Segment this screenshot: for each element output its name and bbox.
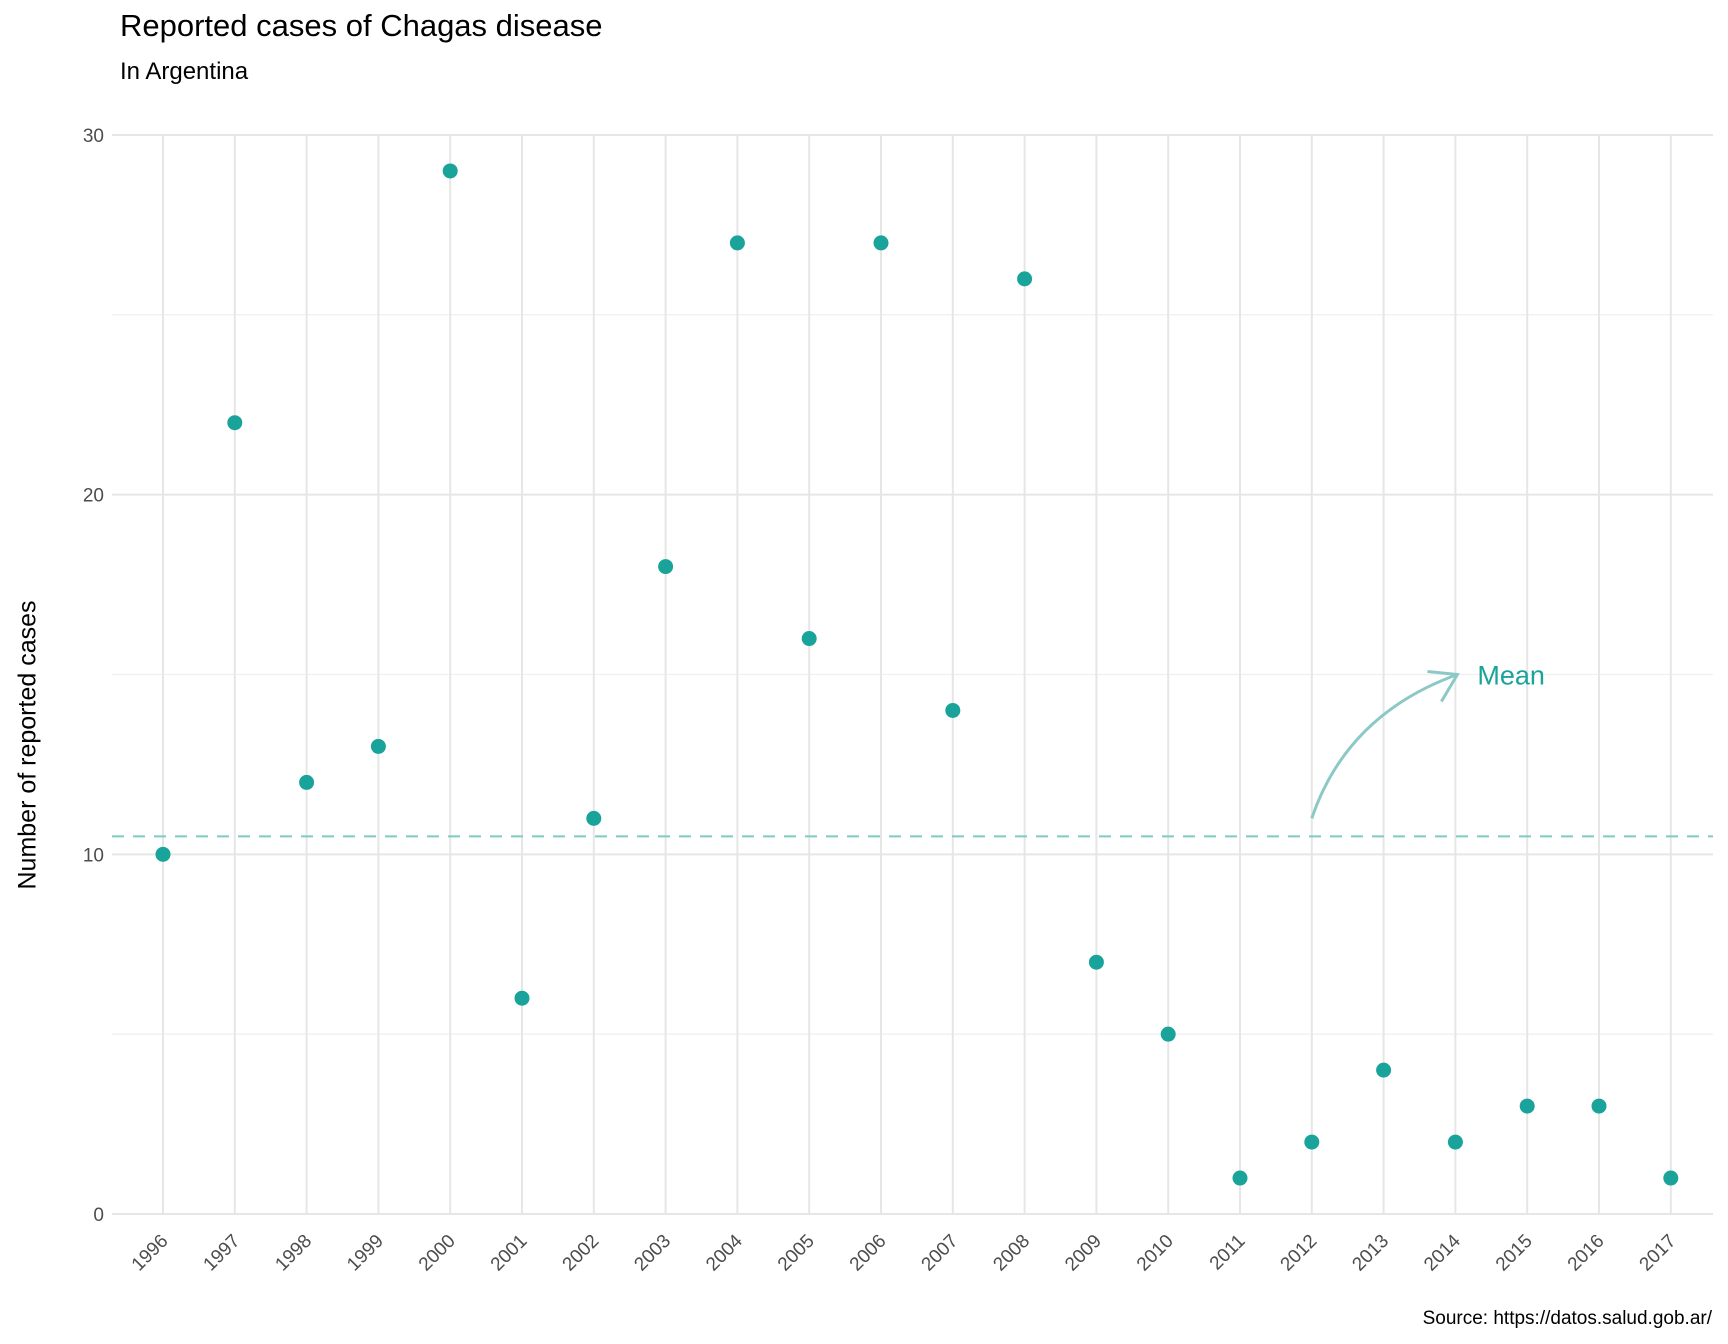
data-point-2015 <box>1519 1098 1535 1114</box>
y-tick-label: 30 <box>83 126 104 147</box>
data-point-1997 <box>227 415 243 431</box>
data-point-2012 <box>1304 1134 1320 1150</box>
x-tick-label: 2000 <box>415 1231 460 1276</box>
grid-major <box>112 134 1713 1215</box>
data-point-2017 <box>1663 1170 1679 1186</box>
y-tick-label: 10 <box>83 845 104 866</box>
data-point-2014 <box>1447 1134 1463 1150</box>
data-point-2010 <box>1160 1026 1176 1042</box>
x-tick-label: 1997 <box>200 1231 245 1276</box>
chart-title: Reported cases of Chagas disease <box>120 8 603 43</box>
x-tick-label: 2001 <box>487 1231 532 1276</box>
data-point-2000 <box>442 163 458 179</box>
data-point-2016 <box>1591 1098 1607 1114</box>
x-tick-label: 2002 <box>559 1231 604 1276</box>
data-point-2008 <box>1017 271 1033 287</box>
x-tick-label: 1998 <box>271 1231 316 1276</box>
x-tick-label: 2005 <box>774 1231 819 1276</box>
annotation-arrow <box>1310 673 1458 819</box>
data-point-2002 <box>586 810 602 826</box>
annotation-mean-label: Mean <box>1477 661 1545 691</box>
annotation-arrowhead <box>1427 670 1460 703</box>
data-point-2011 <box>1232 1170 1248 1186</box>
x-tick-label: 2014 <box>1420 1230 1465 1275</box>
data-point-1996 <box>155 846 171 862</box>
x-tick-label: 2017 <box>1636 1231 1681 1276</box>
x-tick-labels: 1996 1997 1998 1999 2000 2001 2002 2003 2004 2005… <box>128 1230 1681 1275</box>
chart-caption: Source: https://datos.salud.gob.ar/ <box>1422 1308 1712 1329</box>
chart-subtitle: In Argentina <box>120 58 249 85</box>
data-point-2013 <box>1376 1062 1392 1078</box>
data-point-1999 <box>370 738 386 754</box>
x-tick-label: 2003 <box>630 1231 675 1276</box>
x-tick-label: 1999 <box>343 1231 388 1276</box>
x-tick-label: 2015 <box>1492 1231 1537 1276</box>
data-point-2004 <box>729 235 745 251</box>
y-tick-label: 20 <box>83 486 104 507</box>
y-tick-labels: 0 10 20 30 <box>83 126 104 1226</box>
x-tick-label: 2008 <box>989 1231 1034 1276</box>
x-tick-label: 2013 <box>1348 1231 1393 1276</box>
x-tick-label: 2016 <box>1564 1231 1609 1276</box>
data-point-2006 <box>873 235 889 251</box>
x-tick-label: 2010 <box>1133 1231 1178 1276</box>
data-point-1998 <box>299 774 315 790</box>
x-tick-label: 2009 <box>1061 1231 1106 1276</box>
x-tick-label: 2007 <box>918 1231 963 1276</box>
data-point-2007 <box>945 702 961 718</box>
data-point-2005 <box>801 631 817 647</box>
x-tick-label: 2011 <box>1206 1231 1250 1275</box>
data-point-2001 <box>514 990 530 1006</box>
y-tick-label: 0 <box>93 1205 104 1226</box>
data-point-2003 <box>658 559 674 575</box>
data-point-2009 <box>1088 954 1104 970</box>
grid-minor <box>112 314 1713 1035</box>
mean-layer: Mean <box>112 661 1713 838</box>
x-tick-label: 2004 <box>702 1230 747 1275</box>
x-tick-label: 2006 <box>846 1231 891 1276</box>
data-points <box>155 163 1679 1186</box>
x-tick-label: 1996 <box>128 1231 173 1276</box>
x-tick-label: 2012 <box>1277 1231 1322 1276</box>
